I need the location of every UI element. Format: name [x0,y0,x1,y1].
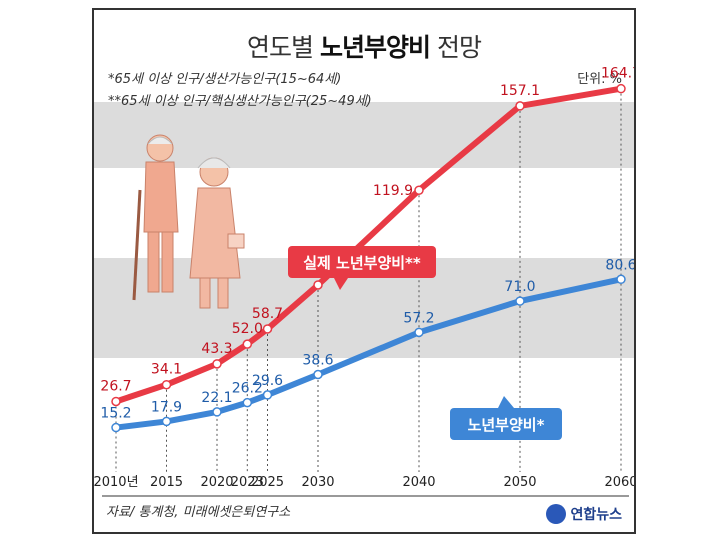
data-point-s1-2010 [111,422,121,433]
value-label-s0-2023: 52.0 [232,321,263,337]
data-point-s1-2015 [161,416,172,427]
value-labels: 26.734.143.352.058.778.1119.9157.1164.71… [100,66,636,422]
x-tick-2060: 2060 [604,475,636,490]
data-point-s1-2025 [262,390,273,400]
data-point-s1-2040 [414,327,424,338]
yonhap-logo: 연합뉴스 [546,504,622,524]
data-point-s0-2015 [161,379,172,390]
data-point-s0-2050 [515,101,525,111]
x-tick-2030: 2030 [301,475,334,490]
yonhap-logo-text: 연합뉴스 [570,507,622,523]
data-point-s1-2020 [212,407,222,417]
elderly-couple-illustration [132,134,245,309]
value-label-s0-2025: 58.7 [252,306,283,322]
x-tick-2023: 2023 [231,475,264,490]
x-tick-2020: 2020 [200,475,233,490]
value-label-s1-2015: 17.9 [151,399,182,415]
value-label-s0-2040: 119.9 [373,183,413,199]
x-tick-2025: 2025 [251,475,284,490]
value-label-s0-2050: 157.1 [500,83,540,99]
value-label-s0-2010: 26.7 [100,378,131,394]
legend-ratio: 노년부양비* [450,396,562,440]
line-chart: 26.734.143.352.058.778.1119.9157.1164.71… [94,66,636,497]
legend-ratio-label: 노년부양비* [468,416,545,434]
unit-label: 단위: % [577,72,622,87]
value-label-s0-2060: 164.7 [601,66,636,82]
title-suffix: 전망 [436,33,482,62]
value-label-s1-2023: 26.2 [232,381,263,397]
value-label-s1-2060: 80.6 [605,257,636,273]
x-tick-2050: 2050 [503,475,536,490]
footnote-1: *65세 이상 인구/생산가능인구(15~64세) [108,72,342,87]
data-point-s0-2010 [111,396,121,407]
data-point-s0-2060 [616,83,626,94]
value-label-s1-2050: 71.0 [504,279,535,295]
yonhap-logo-icon [546,504,567,524]
footnote-2: **65세 이상 인구/핵심생산가능인구(25~49세) [108,94,372,109]
data-point-s0-2040 [414,185,424,195]
data-point-s1-2060 [616,274,626,285]
source-note: 자료/ 통계청, 미래에셋은퇴연구소 [106,505,291,520]
value-label-s1-2040: 57.2 [403,310,434,326]
value-label-s1-2020: 22.1 [201,390,232,406]
title-prefix: 연도별 [247,33,314,62]
series-points [111,83,626,433]
chart-title: 연도별 노년부양비 전망 [94,28,634,64]
value-label-s1-2025: 29.6 [252,373,283,389]
title-main: 노년부양비 [319,33,431,62]
data-point-s0-2030 [313,280,323,290]
value-label-s1-2010: 15.2 [100,406,131,422]
legend-actual-ratio: 실제 노년부양비** [288,246,436,290]
x-tick-2040: 2040 [402,475,435,490]
data-point-s1-2023 [242,397,253,408]
chart-frame: 연도별 노년부양비 전망 *65세 이상 인구/생산가능인구(15~64세) *… [92,8,636,534]
data-point-s0-2020 [212,359,222,369]
value-label-s1-2030: 38.6 [302,353,333,369]
series-line-1 [113,276,624,431]
data-point-s1-2030 [313,369,323,380]
x-tick-2010: 2010년 [94,475,139,490]
data-point-s1-2050 [515,296,525,306]
legend-actual-label: 실제 노년부양비** [303,254,421,272]
data-point-s0-2023 [242,339,253,349]
value-label-s0-2020: 43.3 [201,341,232,357]
gray-band-top [94,102,634,168]
x-tick-2015: 2015 [150,475,183,490]
data-point-s0-2025 [262,324,273,334]
value-label-s0-2015: 34.1 [151,362,182,378]
